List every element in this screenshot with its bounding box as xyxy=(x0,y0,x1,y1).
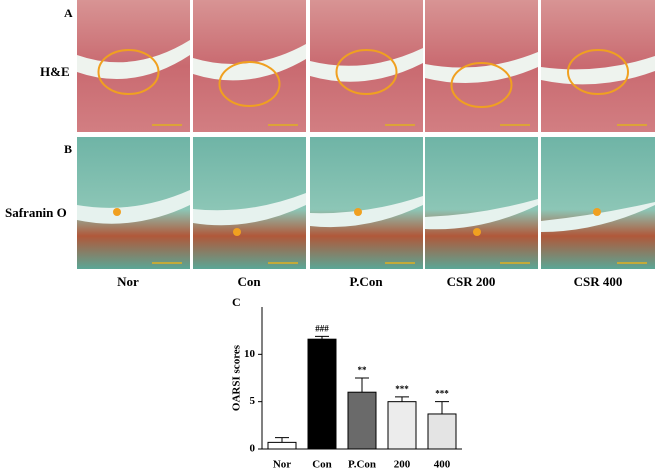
column-label: Nor xyxy=(117,274,139,289)
error-bar xyxy=(275,437,289,443)
y-tick-label: 5 xyxy=(250,395,256,407)
bar xyxy=(347,391,377,450)
joint-space xyxy=(193,193,306,226)
row-label: H&E xyxy=(40,64,70,79)
bar-chart: OARSI scores 0 5 10 Nor Con ### P.Con ** 200 *** 40… xyxy=(231,307,462,471)
joint-space xyxy=(77,190,190,224)
error-bar xyxy=(435,401,449,414)
error-bar xyxy=(355,377,369,393)
marker xyxy=(233,228,241,236)
marker xyxy=(473,228,481,236)
joint-space xyxy=(425,199,538,230)
bar xyxy=(307,338,337,450)
x-tick-label: 400 xyxy=(434,459,451,471)
joint-space xyxy=(541,202,655,232)
y-axis-label: OARSI scores xyxy=(231,344,243,411)
x-tick-label: 200 xyxy=(394,459,411,471)
marker xyxy=(113,208,121,216)
significance-label: *** xyxy=(395,384,409,394)
column-label: CSR 400 xyxy=(574,274,623,289)
bar xyxy=(387,401,417,450)
histology-panels: Nor Con P.Con CSR 200 CSR 400 xyxy=(77,0,655,289)
row-label: Safranin O xyxy=(5,205,67,220)
safranin-image xyxy=(425,137,538,269)
joint-space xyxy=(77,40,190,80)
bar xyxy=(267,441,297,450)
marker xyxy=(354,208,362,216)
region-circle xyxy=(218,61,281,107)
joint-space xyxy=(310,196,423,228)
panel-label: C xyxy=(232,295,241,309)
significance-label: ** xyxy=(358,365,368,375)
x-tick-label: Con xyxy=(312,459,332,471)
y-tick-label: 0 xyxy=(250,443,256,455)
panel-label: A xyxy=(64,6,73,20)
joint-space xyxy=(425,52,538,84)
error-bar xyxy=(315,335,329,340)
joint-space xyxy=(310,48,423,82)
region-circle xyxy=(97,49,160,95)
joint-space xyxy=(193,44,306,81)
panel-label: B xyxy=(64,142,72,156)
significance-label: ### xyxy=(315,323,329,333)
bar xyxy=(427,413,457,450)
column-label: CSR 200 xyxy=(447,274,496,289)
significance-label: *** xyxy=(435,389,449,399)
x-tick-label: P.Con xyxy=(348,459,376,471)
region-circle xyxy=(567,49,629,95)
region-circle xyxy=(335,49,398,95)
y-tick-label: 10 xyxy=(244,348,256,360)
column-label: Con xyxy=(237,274,261,289)
region-circle xyxy=(450,62,513,108)
error-bar xyxy=(395,396,409,402)
x-tick-label: Nor xyxy=(273,459,291,471)
column-label: P.Con xyxy=(349,274,383,289)
safranin-image xyxy=(541,137,655,269)
marker xyxy=(593,208,601,216)
